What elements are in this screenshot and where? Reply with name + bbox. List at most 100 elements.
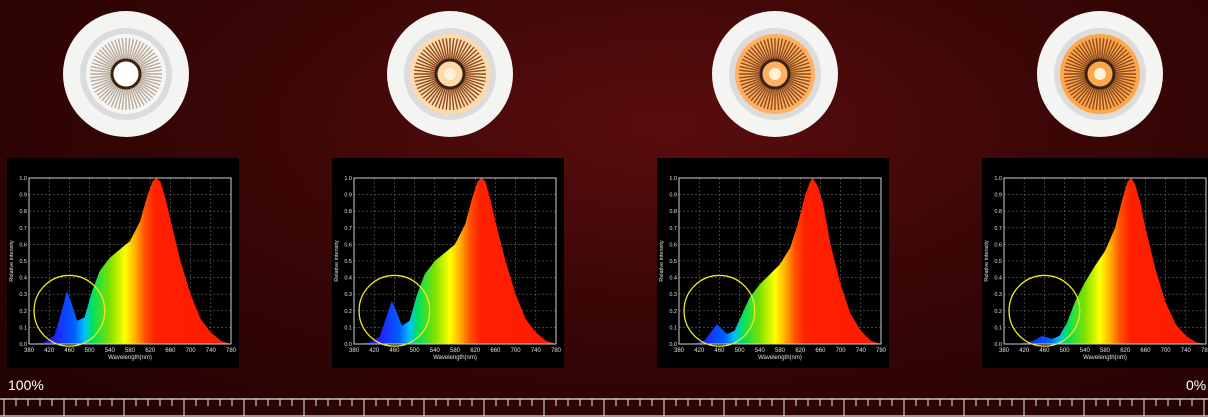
lamp-fin bbox=[459, 49, 478, 66]
lamp-fin bbox=[756, 85, 769, 106]
x-tick-label: 500 bbox=[735, 348, 746, 354]
lamp-fin bbox=[139, 62, 161, 71]
lamp-3 bbox=[711, 10, 839, 138]
lamp-fin bbox=[1068, 55, 1089, 68]
lamp-fin bbox=[781, 85, 794, 106]
lamp-fin bbox=[1113, 69, 1136, 74]
lamp-fin bbox=[463, 74, 486, 79]
lamp-fin bbox=[422, 82, 441, 99]
lamp-fin bbox=[101, 46, 118, 65]
x-tick-label: 700 bbox=[186, 348, 197, 354]
x-tick-label: 460 bbox=[714, 348, 725, 354]
x-tick-label: 620 bbox=[1120, 348, 1131, 354]
lamp-fin bbox=[1113, 74, 1136, 79]
lamp-fin bbox=[1102, 38, 1109, 61]
lamp-fin bbox=[131, 86, 142, 108]
y-tick-label: 0.6 bbox=[994, 242, 1002, 248]
lamp-4 bbox=[1036, 10, 1164, 138]
y-tick-label: 0.3 bbox=[344, 292, 352, 298]
y-tick-label: 0.5 bbox=[994, 259, 1002, 265]
lamp-fin bbox=[778, 39, 787, 61]
lamp-fin bbox=[132, 85, 145, 106]
lamp-fin bbox=[139, 77, 161, 86]
spectrum-area bbox=[29, 178, 231, 344]
lamp-fin bbox=[104, 84, 119, 104]
lamp-fin bbox=[783, 46, 800, 65]
x-tick-label: 460 bbox=[1039, 348, 1050, 354]
lamp-fin bbox=[770, 87, 775, 110]
lamp-fin bbox=[92, 79, 114, 90]
lamp-fin bbox=[438, 87, 447, 109]
spectrum-chart-2: 380 420 460 500 540 580 620 660 700 740 780 0.0 0.1 0… bbox=[332, 158, 564, 368]
lamp-fin bbox=[1100, 38, 1105, 61]
lamp-fin bbox=[782, 44, 797, 64]
lamp-fin bbox=[1084, 86, 1095, 108]
lamp-fin bbox=[1075, 83, 1092, 102]
lamp-fin bbox=[101, 83, 118, 102]
lamp-fin bbox=[753, 44, 768, 64]
lamp-fin bbox=[1088, 87, 1097, 109]
x-tick-label: 780 bbox=[1201, 348, 1208, 354]
y-tick-label: 0.2 bbox=[669, 309, 677, 315]
lamp-fin bbox=[775, 87, 780, 110]
x-axis-label: Wavelength(nm) bbox=[433, 355, 477, 361]
lamp-fin bbox=[420, 52, 440, 67]
lamp-fin bbox=[1064, 76, 1087, 83]
lamp-fin bbox=[1112, 58, 1134, 69]
lamp-fin bbox=[416, 79, 438, 90]
lamp-fin bbox=[455, 40, 466, 62]
lamp-fin bbox=[780, 40, 791, 62]
lamp-fin bbox=[133, 84, 148, 104]
lamp-fin bbox=[431, 85, 444, 106]
lamp-fin bbox=[778, 87, 787, 109]
lamp-fin bbox=[445, 87, 450, 110]
x-tick-label: 380 bbox=[999, 348, 1010, 354]
lamp-fin bbox=[785, 52, 805, 67]
lamp-fin bbox=[1112, 79, 1134, 90]
x-tick-label: 700 bbox=[511, 348, 522, 354]
dimming-ruler bbox=[0, 398, 1208, 417]
lamp-fin bbox=[134, 46, 151, 65]
y-tick-label: 0.8 bbox=[19, 209, 27, 215]
lamp-fin bbox=[1078, 44, 1093, 64]
lamp-fin bbox=[1113, 62, 1135, 71]
lamp-fin bbox=[415, 62, 437, 71]
y-axis-label: Relative intensity bbox=[9, 240, 15, 282]
lamp-fin bbox=[1088, 39, 1097, 61]
lamp-led-core bbox=[1094, 68, 1106, 80]
lamp-fin bbox=[441, 87, 448, 110]
lamp-fin bbox=[784, 49, 803, 66]
x-tick-label: 660 bbox=[165, 348, 176, 354]
lamp-fin bbox=[456, 85, 469, 106]
lamp-fin bbox=[461, 80, 482, 93]
lamp-fin bbox=[134, 83, 151, 102]
lamp-fin bbox=[781, 42, 794, 63]
lamp-fin bbox=[129, 39, 138, 61]
lamp-fin bbox=[137, 80, 158, 93]
x-tick-label: 540 bbox=[755, 348, 766, 354]
y-tick-label: 0.1 bbox=[344, 325, 352, 331]
lamp-fin bbox=[425, 46, 442, 65]
x-tick-label: 580 bbox=[1100, 348, 1111, 354]
lamp-fin bbox=[1066, 79, 1088, 90]
lamp-fin bbox=[131, 40, 142, 62]
lamp-1 bbox=[62, 10, 190, 138]
spectrum-chart-1: 380 420 460 500 540 580 620 660 700 740 780 0.0 0.1 0… bbox=[7, 158, 239, 368]
y-tick-label: 0.4 bbox=[344, 276, 352, 282]
lamp-fin bbox=[741, 58, 763, 69]
lamp-fin bbox=[1084, 40, 1095, 62]
lamp-fin bbox=[753, 84, 768, 104]
lamp-fin bbox=[788, 77, 810, 86]
x-tick-label: 580 bbox=[450, 348, 461, 354]
lamp-fin bbox=[1070, 81, 1090, 96]
lamp-fin bbox=[458, 46, 475, 65]
x-axis-label: Wavelength(nm) bbox=[108, 355, 152, 361]
blue-peak-highlight-circle bbox=[33, 274, 106, 347]
plot-frame bbox=[353, 177, 557, 345]
x-tick-label: 580 bbox=[775, 348, 786, 354]
x-tick-label: 500 bbox=[410, 348, 421, 354]
lamp-fin bbox=[450, 38, 455, 61]
lamp-fin bbox=[1110, 52, 1130, 67]
lamp-fin bbox=[110, 40, 121, 62]
lamp-fin bbox=[456, 42, 469, 63]
